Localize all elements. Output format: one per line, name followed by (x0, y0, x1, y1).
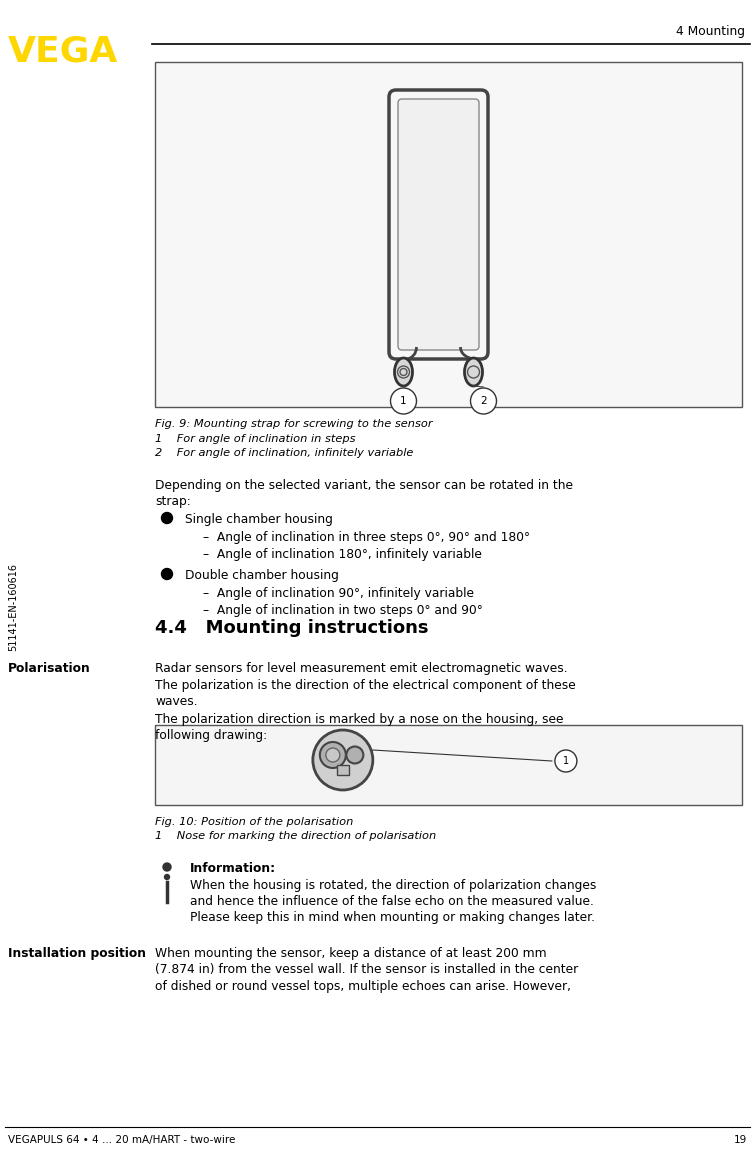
Text: –  Angle of inclination 90°, infinitely variable: – Angle of inclination 90°, infinitely v… (203, 587, 474, 599)
Text: strap:: strap: (155, 495, 191, 508)
Circle shape (320, 742, 346, 768)
FancyBboxPatch shape (398, 100, 479, 351)
Text: VEGA: VEGA (8, 35, 119, 69)
Text: 51141-EN-160616: 51141-EN-160616 (8, 563, 18, 651)
Text: and hence the influence of the false echo on the measured value.: and hence the influence of the false ech… (190, 896, 594, 908)
Text: 4.4   Mounting instructions: 4.4 Mounting instructions (155, 619, 429, 638)
Text: The polarization is the direction of the electrical component of these: The polarization is the direction of the… (155, 678, 576, 692)
Text: Fig. 9: Mounting strap for screwing to the sensor: Fig. 9: Mounting strap for screwing to t… (155, 419, 433, 429)
Text: Single chamber housing: Single chamber housing (185, 513, 333, 526)
Text: Please keep this in mind when mounting or making changes later.: Please keep this in mind when mounting o… (190, 912, 595, 924)
Circle shape (347, 746, 363, 764)
Text: –  Angle of inclination in three steps 0°, 90° and 180°: – Angle of inclination in three steps 0°… (203, 531, 530, 544)
Text: (7.874 in) from the vessel wall. If the sensor is installed in the center: (7.874 in) from the vessel wall. If the … (155, 964, 578, 977)
Text: Double chamber housing: Double chamber housing (185, 569, 339, 582)
Text: Radar sensors for level measurement emit electromagnetic waves.: Radar sensors for level measurement emit… (155, 662, 568, 675)
Bar (155, 62, 742, 407)
Text: Fig. 10: Position of the polarisation: Fig. 10: Position of the polarisation (155, 817, 353, 827)
Text: When the housing is rotated, the direction of polarization changes: When the housing is rotated, the directi… (190, 878, 596, 892)
Circle shape (163, 863, 171, 871)
Text: 4 Mounting: 4 Mounting (676, 25, 745, 38)
Bar (155, 725, 742, 805)
Circle shape (555, 750, 577, 772)
Text: The polarization direction is marked by a nose on the housing, see: The polarization direction is marked by … (155, 713, 563, 725)
Text: –  Angle of inclination in two steps 0° and 90°: – Angle of inclination in two steps 0° a… (203, 604, 482, 617)
Text: –  Angle of inclination 180°, infinitely variable: – Angle of inclination 180°, infinitely … (203, 548, 482, 561)
Text: of dished or round vessel tops, multiple echoes can arise. However,: of dished or round vessel tops, multiple… (155, 980, 571, 993)
Text: Polarisation: Polarisation (8, 662, 91, 675)
Text: waves.: waves. (155, 695, 198, 708)
Circle shape (162, 568, 172, 580)
Ellipse shape (395, 358, 412, 386)
Text: 19: 19 (734, 1135, 747, 1145)
Circle shape (390, 388, 417, 414)
Circle shape (165, 875, 170, 879)
Text: 1    For angle of inclination in steps: 1 For angle of inclination in steps (155, 434, 356, 444)
Text: 2: 2 (480, 396, 487, 406)
Text: VEGAPULS 64 • 4 … 20 mA/HART - two-wire: VEGAPULS 64 • 4 … 20 mA/HART - two-wire (8, 1135, 236, 1145)
Circle shape (162, 513, 172, 523)
Text: When mounting the sensor, keep a distance of at least 200 mm: When mounting the sensor, keep a distanc… (155, 946, 547, 960)
Circle shape (470, 388, 497, 414)
Text: Installation position: Installation position (8, 946, 146, 960)
Circle shape (326, 747, 340, 762)
Text: 1: 1 (400, 396, 407, 406)
Text: Information:: Information: (190, 862, 276, 875)
Ellipse shape (464, 358, 482, 386)
Bar (337, 765, 349, 775)
Circle shape (313, 730, 373, 790)
Text: 1: 1 (562, 756, 569, 766)
Text: following drawing:: following drawing: (155, 730, 267, 743)
Text: 1    Nose for marking the direction of polarisation: 1 Nose for marking the direction of pola… (155, 831, 436, 841)
Text: 2    For angle of inclination, infinitely variable: 2 For angle of inclination, infinitely v… (155, 448, 414, 458)
Text: Depending on the selected variant, the sensor can be rotated in the: Depending on the selected variant, the s… (155, 479, 573, 492)
